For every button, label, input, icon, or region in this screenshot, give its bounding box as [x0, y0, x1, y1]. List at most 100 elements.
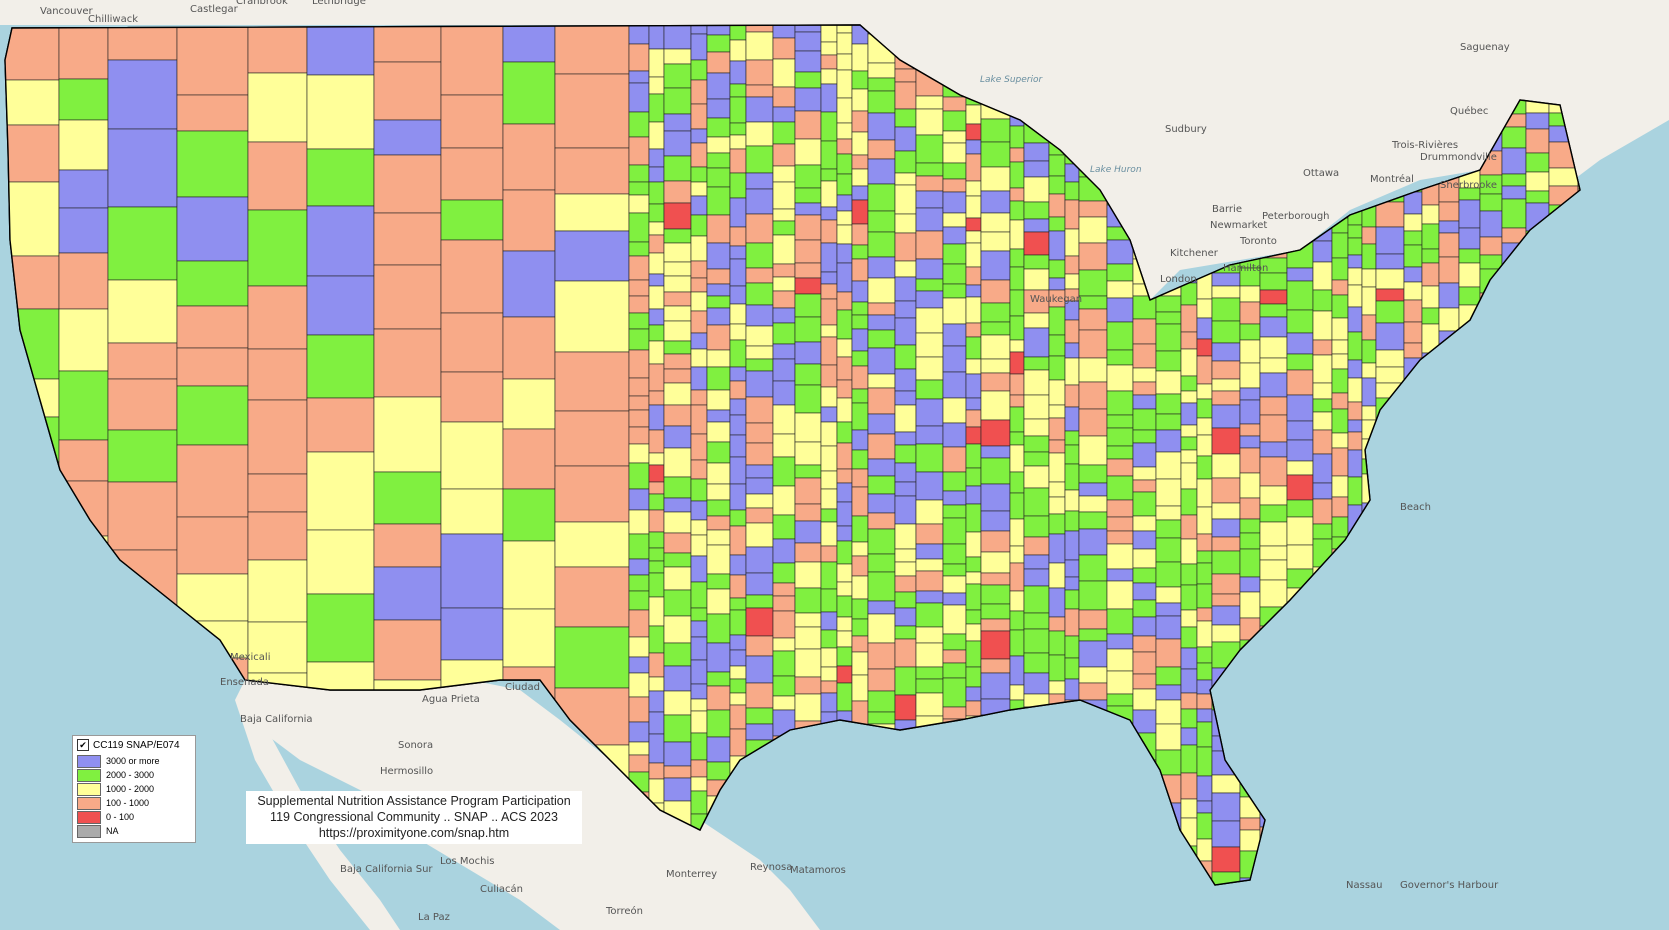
- region-cell: [1239, 301, 1261, 325]
- region-cell: [1312, 240, 1333, 263]
- region-cell: [663, 497, 692, 513]
- region-cell: [690, 790, 708, 815]
- region-cell: [1180, 436, 1198, 451]
- region-cell: [648, 711, 665, 735]
- region-cell: [1106, 349, 1134, 366]
- region-cell: [820, 83, 838, 113]
- region-cell: [1180, 348, 1198, 377]
- region-cell: [1312, 310, 1333, 341]
- region-cell: [1347, 331, 1363, 361]
- region-cell: [1155, 429, 1182, 453]
- place-label: Ottawa: [1303, 168, 1339, 179]
- region-cell: [554, 25, 630, 75]
- region-cell: [648, 452, 665, 466]
- region-cell: [690, 581, 708, 609]
- region-cell: [1196, 721, 1213, 748]
- region-cell: [745, 188, 774, 215]
- region-cell: [440, 488, 504, 535]
- region-cell: [1078, 609, 1108, 630]
- region-cell: [107, 59, 178, 130]
- region-cell: [729, 609, 747, 636]
- region-cell: [306, 334, 375, 399]
- region-cell: [851, 575, 869, 600]
- region-cell: [729, 366, 747, 382]
- region-cell: [648, 148, 665, 168]
- region-cell: [794, 477, 822, 505]
- place-label: Castlegar: [190, 4, 239, 15]
- legend-label: 0 - 100: [106, 812, 135, 822]
- region-cell: [1331, 447, 1349, 477]
- region-cell: [690, 260, 708, 279]
- region-cell: [1196, 398, 1213, 419]
- region-cell: [1106, 580, 1134, 610]
- region-cell: [980, 279, 1011, 304]
- region-cell: [1458, 227, 1481, 250]
- region-cell: [1180, 304, 1198, 333]
- region-cell: [867, 158, 896, 185]
- region-cell: [58, 119, 109, 171]
- place-label: Montréal: [1370, 173, 1414, 185]
- region-cell: [1048, 439, 1066, 454]
- region-cell: [836, 540, 853, 565]
- region-cell: [628, 70, 650, 84]
- place-label: Monterrey: [666, 869, 717, 880]
- region-cell: [1180, 488, 1198, 516]
- region-cell: [1048, 481, 1066, 498]
- place-label: Trois-Rivières: [1391, 139, 1458, 151]
- region-cell: [1196, 298, 1213, 319]
- region-cell: [942, 178, 967, 193]
- region-cell: [729, 456, 747, 485]
- region-cell: [247, 141, 308, 211]
- region-cell: [440, 312, 504, 373]
- region-cell: [690, 277, 708, 293]
- region-cell: [867, 642, 896, 670]
- region-cell: [836, 224, 853, 245]
- layer-visibility-checkbox[interactable]: ✔: [77, 739, 89, 751]
- region-cell: [1023, 312, 1050, 329]
- region-cell: [729, 197, 747, 228]
- region-cell: [965, 266, 982, 286]
- region-cell: [58, 169, 109, 209]
- region-cell: [729, 728, 747, 757]
- region-cell: [706, 214, 731, 244]
- region-cell: [1155, 638, 1182, 668]
- region-cell: [915, 471, 944, 501]
- region-cell: [628, 349, 650, 379]
- region-cell: [1009, 629, 1025, 657]
- region-cell: [628, 443, 650, 464]
- region-cell: [1331, 392, 1349, 410]
- region-cell: [1347, 237, 1363, 256]
- region-cell: [663, 87, 692, 115]
- region-cell: [628, 509, 650, 535]
- region-cell: [628, 111, 650, 138]
- region-cell: [1239, 285, 1261, 303]
- region-cell: [1347, 359, 1363, 379]
- region-cell: [867, 668, 896, 692]
- region-cell: [1403, 213, 1423, 232]
- region-cell: [836, 501, 853, 527]
- region-cell: [851, 651, 869, 676]
- region-cell: [915, 523, 944, 545]
- region-cell: [772, 582, 796, 597]
- place-label: Ensenada: [220, 677, 269, 688]
- region-cell: [915, 258, 944, 280]
- region-cell: [965, 195, 982, 219]
- region-cell: [663, 511, 692, 534]
- region-cell: [1064, 228, 1080, 257]
- region-cell: [1048, 175, 1066, 195]
- place-label: Drummondville: [1420, 152, 1497, 163]
- region-cell: [1180, 668, 1198, 694]
- region-cell: [1180, 375, 1198, 392]
- caption-url[interactable]: https://proximityone.com/snap.htm: [318, 826, 510, 840]
- region-cell: [867, 112, 896, 141]
- region-cell: [794, 50, 822, 73]
- region-cell: [1196, 607, 1213, 622]
- region-cell: [690, 698, 708, 712]
- region-cell: [1180, 609, 1198, 628]
- region-cell: [1347, 306, 1363, 333]
- region-cell: [794, 503, 822, 522]
- region-cell: [663, 382, 692, 406]
- region-cell: [1064, 255, 1080, 275]
- region-cell: [663, 202, 692, 230]
- region-cell: [965, 153, 982, 182]
